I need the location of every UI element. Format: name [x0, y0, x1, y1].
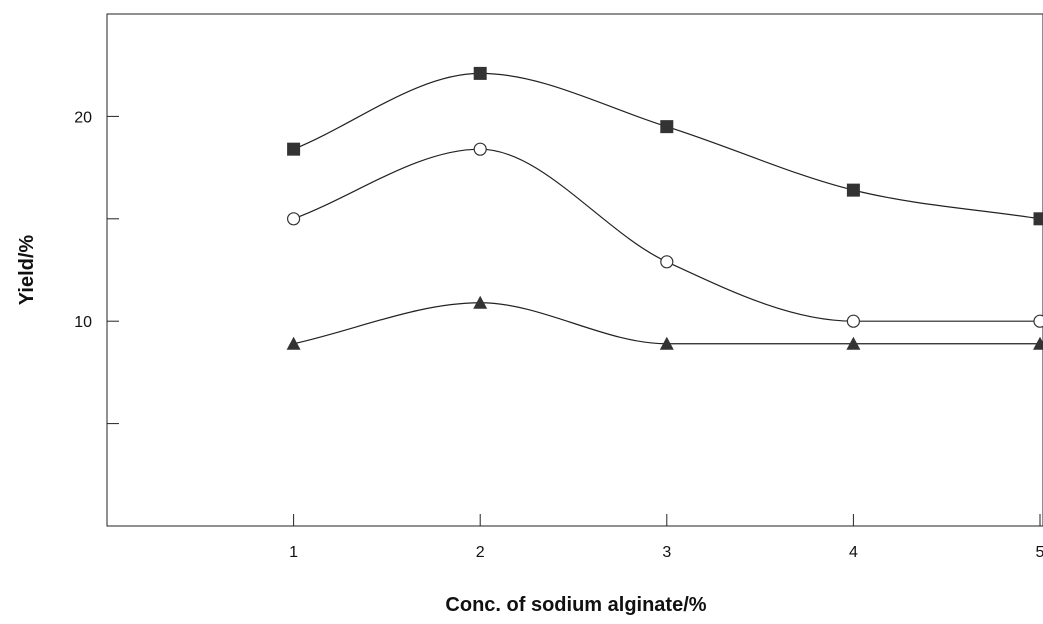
data-point-triangle [286, 336, 301, 350]
x-tick-label: 3 [662, 544, 671, 561]
x-tick-label: 5 [1036, 544, 1043, 561]
x-tick-label: 4 [849, 544, 858, 561]
x-axis-ticks: 1 2 3 4 5 [289, 514, 1043, 561]
data-point-circle [660, 255, 674, 269]
x-axis-title: Conc. of sodium alginate/% [445, 594, 706, 616]
data-point-circle [287, 212, 301, 226]
data-point-circle [473, 142, 487, 156]
x-tick-label: 1 [289, 544, 298, 561]
data-point-circle [1033, 314, 1043, 328]
y-axis-title: Yield/% [16, 235, 38, 306]
data-point-square [287, 142, 301, 156]
data-point-square [660, 120, 674, 134]
data-point-triangle [473, 295, 488, 309]
data-point-circle [846, 314, 861, 328]
data-point-square [846, 183, 860, 197]
data-point-square [473, 66, 487, 80]
data-point-triangle [1033, 336, 1043, 350]
series-line-2 [293, 148, 1040, 322]
data-point-triangle [659, 336, 674, 350]
plot-frame [106, 13, 1043, 527]
data-point-square [1033, 212, 1043, 226]
data-point-triangle [846, 336, 861, 350]
series-line-1 [293, 72, 1041, 220]
y-tick-label: 10 [74, 314, 92, 331]
series-layer [286, 66, 1043, 350]
x-tick-label: 2 [476, 544, 485, 561]
y-tick-label: 20 [74, 109, 92, 126]
